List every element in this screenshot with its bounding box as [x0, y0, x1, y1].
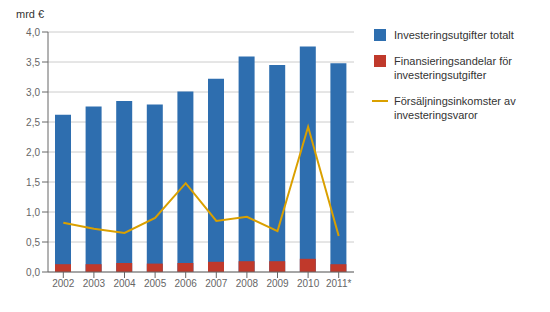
svg-text:2007: 2007: [205, 278, 228, 289]
svg-text:2006: 2006: [175, 278, 198, 289]
html-text:mrd €: mrd €: [16, 8, 45, 20]
svg-text:2004: 2004: [113, 278, 136, 289]
svg-text:2011*: 2011*: [326, 278, 352, 289]
svg-text:2008: 2008: [236, 278, 259, 289]
svg-text:2010: 2010: [297, 278, 320, 289]
svg-text:2009: 2009: [266, 278, 289, 289]
svg-text:4,0: 4,0: [26, 27, 40, 38]
svg-text:0,0: 0,0: [26, 267, 40, 278]
svg-text:0,5: 0,5: [26, 237, 40, 248]
svg-text:3,0: 3,0: [26, 87, 40, 98]
svg-text:2002: 2002: [52, 278, 75, 289]
html-text:Finansieringsandelar för inves: Finansieringsandelar för investeringsutg…: [394, 55, 512, 81]
svg-text:2005: 2005: [144, 278, 167, 289]
svg-text:1,5: 1,5: [26, 177, 40, 188]
svg-text:3,5: 3,5: [26, 57, 40, 68]
svg-text:2003: 2003: [83, 278, 106, 289]
html-text:Försäljningsinkomster av inves: Försäljningsinkomster av investeringsvar…: [394, 95, 516, 121]
html-text:Investeringsutgifter totalt: Investeringsutgifter totalt: [394, 29, 514, 41]
svg-text:2,0: 2,0: [26, 147, 40, 158]
svg-text:2,5: 2,5: [26, 117, 40, 128]
svg-text:1,0: 1,0: [26, 207, 40, 218]
